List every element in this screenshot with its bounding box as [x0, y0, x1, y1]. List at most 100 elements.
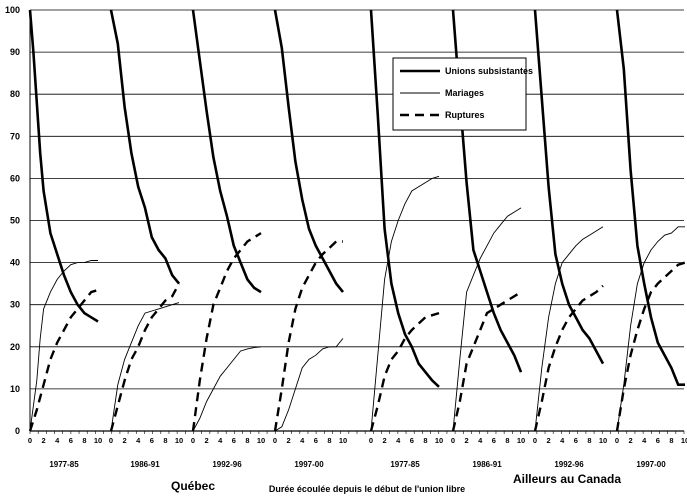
x-tick-label: 2: [42, 436, 46, 445]
x-tick-label: 0: [191, 436, 195, 445]
y-tick-label: 70: [10, 131, 20, 141]
series-unions: [273, 9, 345, 293]
series-mariages: [452, 207, 522, 432]
panel-6: [451, 9, 523, 432]
x-axis-label: Durée écoulée depuis le début de l'union…: [269, 484, 465, 494]
series-mariages: [110, 302, 180, 432]
x-tick-label: 8: [82, 436, 86, 445]
panel-7: [533, 9, 605, 432]
series-ruptures: [615, 261, 686, 432]
x-axis-ticks: 0 2 4 6 8 10 0 2 4 6 8 10 0 2 4 6 8 10 0 2 4 6 8 10 0 2 4 6 8 10 0 2 4 6 8…: [28, 436, 687, 445]
x-tick-label: 6: [656, 436, 660, 445]
y-tick-label: 60: [10, 173, 20, 183]
x-tick-label: 10: [435, 436, 443, 445]
period-label: 1977-85: [49, 460, 79, 469]
x-tick-label: 10: [175, 436, 183, 445]
series-mariages: [370, 175, 440, 432]
panel-4: [273, 9, 345, 432]
x-tick-label: 8: [163, 436, 167, 445]
y-tick-label: 80: [10, 89, 20, 99]
legend-label: Unions subsistantes: [445, 66, 533, 76]
x-tick-label: 8: [423, 436, 427, 445]
region-labels: Québec Ailleurs au Canada: [171, 472, 621, 493]
y-tick-label: 90: [10, 47, 20, 57]
x-tick-label: 6: [150, 436, 154, 445]
series-mariages: [616, 226, 685, 432]
y-tick-label: 100: [5, 5, 20, 15]
series-mariages: [274, 338, 344, 432]
period-label: 1986-91: [472, 460, 502, 469]
panel-2: [109, 9, 181, 432]
gridlines: [29, 9, 685, 434]
series-mariages: [534, 226, 604, 432]
series-ruptures: [369, 311, 440, 432]
x-tick-label: 10: [681, 436, 687, 445]
y-tick-label: 40: [10, 258, 20, 268]
panel-1: [28, 9, 99, 432]
period-label: 1997-00: [294, 460, 324, 469]
series-unions: [451, 9, 523, 373]
x-tick-label: 2: [205, 436, 209, 445]
x-tick-label: 0: [615, 436, 619, 445]
x-tick-label: 0: [28, 436, 32, 445]
legend-label: Ruptures: [445, 110, 485, 120]
series-unions: [369, 9, 440, 388]
x-tick-label: 6: [492, 436, 496, 445]
series-unions: [191, 9, 262, 294]
series-ruptures: [109, 283, 181, 432]
series-ruptures: [28, 288, 99, 432]
period-labels: 1977-85 1986-91 1992-96 1997-00 1977-85 1986-…: [49, 460, 666, 469]
x-tick-label: 2: [287, 436, 291, 445]
x-tick-label: 10: [94, 436, 102, 445]
y-tick-label: 20: [10, 342, 20, 352]
x-tick-label: 0: [273, 436, 277, 445]
x-tick-label: 4: [136, 436, 141, 445]
x-tick-label: 4: [300, 436, 305, 445]
x-tick-label: 6: [410, 436, 414, 445]
x-tick-label: 6: [314, 436, 318, 445]
x-tick-label: 2: [383, 436, 387, 445]
x-tick-label: 10: [339, 436, 347, 445]
x-tick-label: 2: [547, 436, 551, 445]
plot-lines: [28, 9, 686, 432]
x-tick-label: 0: [533, 436, 537, 445]
series-mariages: [192, 346, 262, 432]
region-label: Québec: [171, 479, 215, 493]
y-tick-label: 0: [15, 426, 20, 436]
series-unions: [28, 9, 99, 323]
panel-5: [369, 9, 440, 432]
series-ruptures: [191, 232, 262, 432]
x-tick-label: 8: [669, 436, 673, 445]
legend: Unions subsistantes Mariages Ruptures: [392, 57, 533, 131]
x-tick-label: 6: [574, 436, 578, 445]
panel-8: [615, 9, 686, 432]
x-tick-label: 4: [55, 436, 60, 445]
x-tick-label: 8: [587, 436, 591, 445]
x-tick-label: 8: [327, 436, 331, 445]
series-unions: [109, 9, 181, 285]
series-ruptures: [273, 240, 343, 432]
series-unions: [533, 9, 605, 365]
x-tick-label: 10: [599, 436, 607, 445]
series-unions: [615, 9, 685, 387]
x-tick-label: 4: [478, 436, 483, 445]
x-tick-label: 4: [218, 436, 223, 445]
x-tick-label: 10: [517, 436, 525, 445]
period-label: 1977-85: [390, 460, 420, 469]
series-mariages: [29, 260, 98, 432]
series-ruptures: [451, 291, 522, 432]
x-tick-label: 6: [69, 436, 73, 445]
region-label: Ailleurs au Canada: [513, 472, 621, 486]
series-ruptures: [533, 284, 604, 432]
legend-label: Mariages: [445, 88, 484, 98]
x-tick-label: 4: [560, 436, 565, 445]
x-tick-label: 8: [505, 436, 509, 445]
panel-3: [191, 9, 262, 432]
y-tick-label: 50: [10, 216, 20, 226]
x-tick-label: 2: [465, 436, 469, 445]
y-tick-label: 30: [10, 300, 20, 310]
x-tick-label: 2: [123, 436, 127, 445]
y-tick-label: 10: [10, 384, 20, 394]
y-axis-ticks: 0 10 20 30 40 50 60 70 80 90 100: [5, 5, 20, 436]
